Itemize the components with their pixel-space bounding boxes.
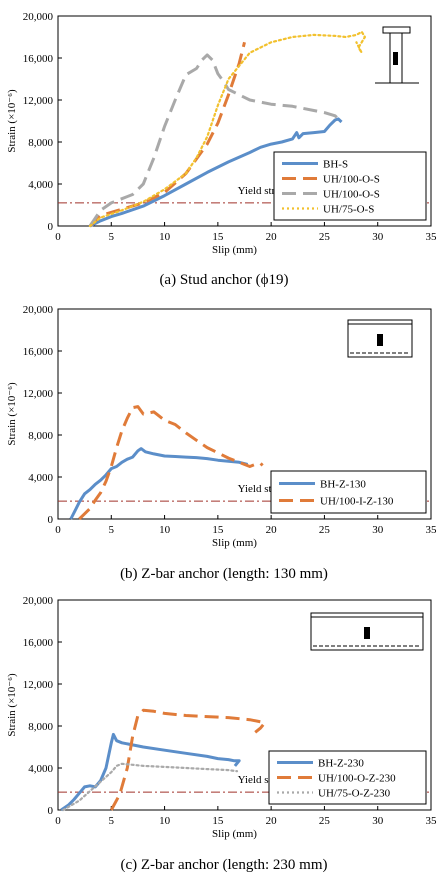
schematic-head — [382, 26, 411, 34]
x-axis-label: Slip (mm) — [212, 537, 257, 549]
z-bar-230-caption: (c) Z-bar anchor (length: 230 mm) — [120, 857, 328, 873]
series-line-2 — [88, 41, 246, 228]
stud-anchor-chart: 0 5 10 15 20 25 30 35 0 4,000 8,000 12,000 16,000 20,… — [6, 11, 438, 256]
x-tick-label: 15 — [212, 231, 224, 243]
x-tick-label: 10 — [159, 815, 171, 827]
x-tick-label: 0 — [55, 231, 61, 243]
x-tick-label: 25 — [319, 524, 331, 536]
y-tick-label: 8,000 — [28, 137, 53, 149]
z-bar-230-chart: 0 5 10 15 20 25 30 35 0 4,000 8,000 12,000 16,000 20,… — [6, 595, 438, 840]
x-axis-label: Slip (mm) — [212, 244, 257, 256]
x-tick-label: 30 — [372, 815, 384, 827]
y-tick-label: 20,000 — [23, 595, 54, 607]
schematic-gauge — [364, 627, 370, 639]
y-tick-label: 12,000 — [23, 95, 54, 107]
legend-label-1: BH-Z-230 — [318, 758, 364, 770]
y-tick-label: 0 — [48, 805, 54, 817]
series-line-1 — [89, 117, 343, 228]
legend-label-3: UH/100-O-S — [323, 189, 380, 201]
x-tick-label: 35 — [426, 231, 438, 243]
x-tick-label: 5 — [109, 231, 115, 243]
z-bar-130-chart: 0 5 10 15 20 25 30 35 0 4,000 8,000 12,000 16,000 20,… — [6, 304, 438, 549]
x-tick-label: 15 — [212, 524, 224, 536]
stud-anchor-schematic — [375, 26, 419, 84]
y-tick-label: 4,000 — [28, 179, 53, 191]
x-tick-label: 5 — [109, 815, 115, 827]
x-tick-label: 20 — [266, 524, 278, 536]
y-tick-label: 16,000 — [23, 637, 54, 649]
y-tick-label: 16,000 — [23, 53, 54, 65]
legend-label-4: UH/75-O-S — [323, 204, 374, 216]
legend-label-1: BH-S — [323, 159, 348, 171]
y-axis-label: Strain (×10⁻⁶) — [6, 89, 18, 153]
x-tick-label: 10 — [159, 231, 171, 243]
series-line-2 — [109, 708, 267, 811]
y-tick-label: 4,000 — [28, 472, 53, 484]
y-tick-label: 12,000 — [23, 388, 54, 400]
x-tick-label: 30 — [372, 231, 384, 243]
y-tick-label: 20,000 — [23, 11, 54, 23]
x-tick-label: 0 — [55, 815, 61, 827]
series-line-1 — [69, 447, 249, 520]
plot-frame — [57, 308, 432, 520]
x-tick-label: 20 — [266, 815, 278, 827]
x-axis-label: Slip (mm) — [212, 828, 257, 840]
x-tick-label: 25 — [319, 815, 331, 827]
x-tick-label: 15 — [212, 815, 224, 827]
z-bar-schematic — [310, 612, 424, 651]
legend-box — [270, 470, 427, 514]
stud-anchor-caption: (a) Stud anchor (ϕ19) — [159, 272, 289, 288]
plot-frame — [57, 599, 432, 811]
series-line-1 — [60, 732, 241, 812]
series-line-2 — [78, 405, 264, 521]
series-line-3 — [62, 762, 239, 812]
y-tick-label: 8,000 — [28, 721, 53, 733]
y-axis-label: Strain (×10⁻⁶) — [6, 673, 18, 737]
plot-frame — [57, 15, 432, 227]
x-tick-label: 35 — [426, 815, 438, 827]
z-bar-130-caption: (b) Z-bar anchor (length: 130 mm) — [120, 566, 328, 582]
legend-label-1: BH-Z-130 — [320, 479, 366, 491]
y-tick-label: 16,000 — [23, 346, 54, 358]
y-tick-label: 8,000 — [28, 430, 53, 442]
schematic-gauge — [393, 52, 398, 65]
schematic-gauge — [377, 334, 383, 346]
legend-label-2: UH/100-I-Z-130 — [320, 496, 394, 508]
x-tick-label: 25 — [319, 231, 331, 243]
y-axis-label: Strain (×10⁻⁶) — [6, 382, 18, 446]
x-tick-label: 5 — [109, 524, 115, 536]
y-tick-label: 12,000 — [23, 679, 54, 691]
legend-label-2: UH/100-O-S — [323, 174, 380, 186]
y-tick-label: 0 — [48, 514, 54, 526]
legend-label-2: UH/100-O-Z-230 — [318, 773, 396, 785]
z-bar-schematic — [347, 319, 413, 358]
x-tick-label: 20 — [266, 231, 278, 243]
x-tick-label: 10 — [159, 524, 171, 536]
series-line-4 — [88, 30, 366, 228]
x-tick-label: 0 — [55, 524, 61, 536]
x-tick-label: 30 — [372, 524, 384, 536]
x-tick-label: 35 — [426, 524, 438, 536]
series-line-3 — [88, 53, 342, 227]
legend-box — [268, 750, 427, 805]
y-tick-label: 0 — [48, 221, 54, 233]
y-tick-label: 4,000 — [28, 763, 53, 775]
legend-label-3: UH/75-O-Z-230 — [318, 788, 391, 800]
y-tick-label: 20,000 — [23, 304, 54, 316]
